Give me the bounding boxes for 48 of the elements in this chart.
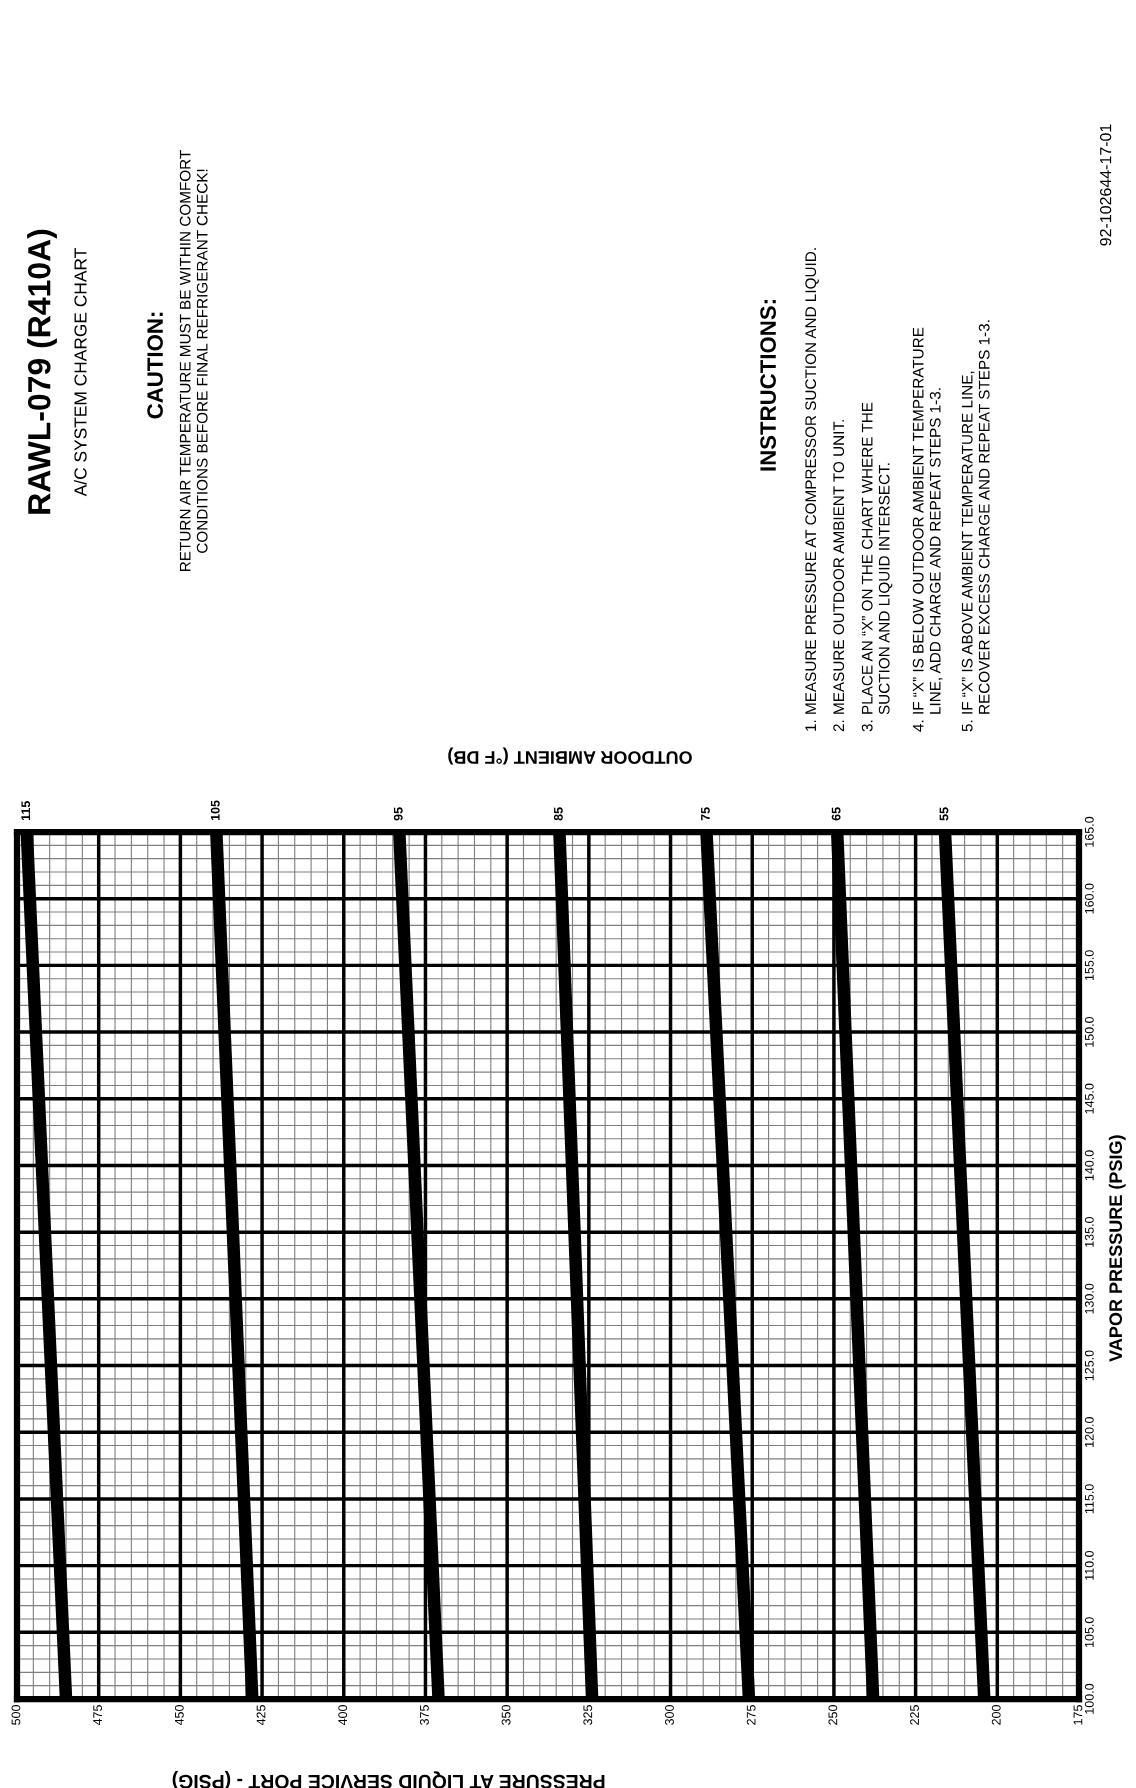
y-tick-label: 165.0 — [1084, 816, 1094, 847]
x-tick-label: 475 — [93, 1705, 103, 1726]
y-tick-label: 140.0 — [1084, 1150, 1094, 1181]
x-tick-label: 175 — [1073, 1705, 1083, 1725]
text: RETURN AIR TEMPERATURE MUST BE WITHIN COMFORT CONDITIONS BEFORE FINAL REFRIGERANT CHECK! — [179, 150, 208, 571]
x-tick-label: 250 — [828, 1705, 838, 1725]
x-tick-label: 300 — [665, 1705, 674, 1725]
text: 4. IF “X” IS BELOW OUTDOOR AMBIENT TEMPERATURE LINE, ADD CHARGE AND REPEAT STEPS 1-3. — [912, 327, 943, 732]
text: 2. MEASURE OUTDOOR AMBIENT TO UNIT. — [833, 420, 845, 732]
x-tick-label: 325 — [583, 1705, 593, 1725]
text: CAUTION: — [147, 312, 163, 419]
text: 115 — [21, 801, 31, 821]
y-tick-label: 100.0 — [1084, 1683, 1094, 1714]
text: 95 — [393, 807, 403, 821]
y-tick-label: 150.0 — [1084, 1016, 1094, 1047]
x-tick-label: 400 — [338, 1705, 348, 1726]
text: 3. PLACE AN “X” ON THE CHART WHERE THE SUCTION AND LIQUID INTERSECT. — [861, 402, 893, 732]
x-tick-label: 500 — [11, 1705, 21, 1725]
text: 75 — [701, 807, 710, 821]
text: 92-102644-17-01 — [1099, 124, 1112, 246]
x-tick-label: 225 — [910, 1705, 919, 1725]
x-tick-label: 200 — [991, 1705, 1001, 1725]
y-tick-label: 105.0 — [1084, 1617, 1094, 1647]
y-tick-label: 120.0 — [1084, 1417, 1094, 1447]
chart-title: RAWL-079 (R410A) — [27, 229, 57, 514]
x-tick-label: 450 — [174, 1705, 184, 1726]
y-axis-title: VAPOR PRESSURE (PSIG) — [1108, 1135, 1126, 1362]
x-tick-label: 425 — [256, 1705, 266, 1726]
text: 55 — [939, 807, 949, 821]
x-tick-label: 275 — [746, 1705, 756, 1725]
y-tick-label: 155.0 — [1084, 950, 1094, 981]
text: 1. MEASURE PRESSURE AT COMPRESSOR SUCTION AND LIQUID. — [805, 248, 819, 731]
y-tick-label: 145.0 — [1084, 1083, 1094, 1114]
y-tick-label: 135.0 — [1084, 1217, 1094, 1247]
y-tick-label: 130.0 — [1084, 1283, 1094, 1314]
text: INSTRUCTIONS: — [760, 300, 776, 471]
y-tick-label: 115.0 — [1084, 1484, 1094, 1514]
chart-subtitle: A/C SYSTEM CHARGE CHART — [73, 248, 87, 497]
x-tick-label: 350 — [501, 1705, 511, 1725]
x-tick-label: 375 — [419, 1705, 429, 1725]
text: 105 — [210, 800, 220, 821]
y-tick-label: 110.0 — [1084, 1550, 1094, 1580]
text: 5. IF “X” IS ABOVE AMBIENT TEMPERATURE LINE, RECOVER EXCESS CHARGE AND REPEAT STEPS 1-3. — [961, 320, 990, 732]
y-tick-label: 125.0 — [1084, 1350, 1094, 1381]
text: 85 — [553, 807, 563, 821]
text: OUTDOOR AMBIENT (°F DB) — [448, 747, 692, 765]
text: 65 — [831, 807, 841, 821]
y-tick-label: 160.0 — [1084, 883, 1094, 914]
